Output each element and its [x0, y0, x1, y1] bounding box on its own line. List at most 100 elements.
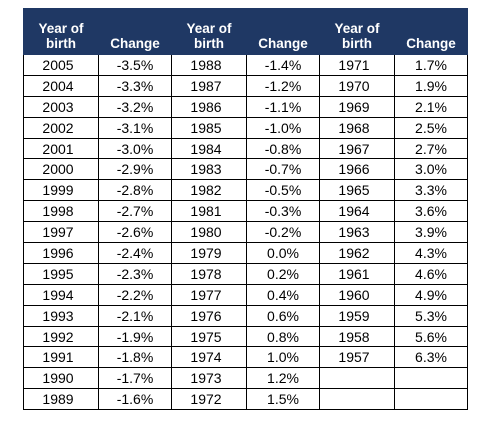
- header-change-1: Change: [98, 8, 172, 55]
- year-cell: 1979: [171, 242, 247, 264]
- table-row: 2001 -3.0% 1984 -0.8% 1967 2.7%: [23, 137, 468, 160]
- table-row: 1990 -1.7% 1973 1.2%: [23, 367, 468, 390]
- year-cell: 2003: [23, 95, 99, 118]
- table-body: 2005 -3.5% 1988 -1.4% 1971 1.7% 2004 -3.3% 1987-…: [23, 54, 468, 411]
- year-cell: 1961: [319, 262, 395, 285]
- change-cell: -1.8%: [98, 346, 172, 369]
- header-change-2: Change: [246, 8, 320, 55]
- year-cell: 1976: [171, 304, 247, 327]
- change-cell: -1.7%: [98, 367, 172, 390]
- change-cell: -1.1%: [246, 95, 320, 118]
- change-cell: -0.2%: [246, 221, 320, 244]
- change-cell: 4.9%: [394, 283, 468, 306]
- change-cell: -2.8%: [98, 179, 172, 202]
- header-row: Year of birth Change Year of birth Chang…: [23, 8, 468, 55]
- change-cell: 0.0%: [246, 242, 320, 264]
- year-cell: 1997: [23, 221, 99, 244]
- year-cell: 1973: [171, 367, 247, 390]
- table-row: 1994 -2.2% 1977 0.4% 1960 4.9%: [23, 283, 468, 306]
- change-cell: 0.2%: [246, 262, 320, 285]
- change-cell: 3.9%: [394, 221, 468, 244]
- year-cell: 1980: [171, 221, 247, 244]
- year-cell: 1966: [319, 158, 395, 181]
- year-cell: 1998: [23, 200, 99, 223]
- year-cell: 1996: [23, 242, 99, 264]
- year-cell: 1992: [23, 325, 99, 348]
- header-year-of-birth-2: Year of birth: [171, 8, 247, 55]
- year-cell: 1983: [171, 158, 247, 181]
- table-row: 1996 -2.4% 1979 0.0% 1962 4.3%: [23, 242, 468, 264]
- change-cell: 3.6%: [394, 200, 468, 223]
- change-cell: 2.1%: [394, 95, 468, 118]
- table-row: 2002 -3.1% 1985 -1.0% 1968 2.5%: [23, 116, 468, 139]
- change-cell: -1.9%: [98, 325, 172, 348]
- table-row: 2003 -3.2% 1986 -1.1% 1969 2.1%: [23, 95, 468, 118]
- change-cell: -0.3%: [246, 200, 320, 223]
- change-cell: 3.3%: [394, 179, 468, 202]
- change-cell: -1.6%: [98, 388, 172, 411]
- year-cell: 1990: [23, 367, 99, 390]
- year-cell: 2004: [23, 74, 99, 97]
- change-cell: -1.0%: [246, 116, 320, 139]
- table-row: 2004 -3.3% 1987 -1.2% 1970 1.9%: [23, 74, 468, 97]
- year-cell: 1986: [171, 95, 247, 118]
- change-cell: 1.5%: [246, 388, 320, 411]
- year-cell: 1985: [171, 116, 247, 139]
- change-cell: -0.5%: [246, 179, 320, 202]
- change-cell: -2.1%: [98, 304, 172, 327]
- change-cell: -3.3%: [98, 74, 172, 97]
- change-cell: 3.0%: [394, 158, 468, 181]
- header-year-of-birth-3: Year of birth: [319, 8, 395, 55]
- table-row: 1992 -1.9% 1975 0.8% 1958 5.6%: [23, 325, 468, 348]
- year-cell: 2005: [23, 54, 99, 76]
- table-row: 1998 -2.7% 1981 -0.3% 1964 3.6%: [23, 200, 468, 223]
- change-cell: [394, 388, 468, 411]
- change-cell: -0.7%: [246, 158, 320, 181]
- change-cell: 1.9%: [394, 74, 468, 97]
- change-cell: 0.4%: [246, 283, 320, 306]
- year-cell: 1977: [171, 283, 247, 306]
- year-cell: 1981: [171, 200, 247, 223]
- change-cell: -2.2%: [98, 283, 172, 306]
- table-row: 2000 -2.9% 1983 -0.7% 1966 3.0%: [23, 158, 468, 181]
- change-cell: -3.5%: [98, 54, 172, 76]
- change-cell: -2.6%: [98, 221, 172, 244]
- year-cell: 1975: [171, 325, 247, 348]
- change-cell: 5.3%: [394, 304, 468, 327]
- change-cell: -3.1%: [98, 116, 172, 139]
- table-row: 1995 -2.3% 1978 0.2% 1961 4.6%: [23, 262, 468, 285]
- change-cell: [394, 367, 468, 390]
- year-cell: 1969: [319, 95, 395, 118]
- change-cell: 2.5%: [394, 116, 468, 139]
- year-cell: 1960: [319, 283, 395, 306]
- year-cell: 1957: [319, 346, 395, 369]
- year-cell: 1993: [23, 304, 99, 327]
- change-cell: -2.4%: [98, 242, 172, 264]
- change-cell: -2.7%: [98, 200, 172, 223]
- year-cell: 1959: [319, 304, 395, 327]
- change-cell: 1.2%: [246, 367, 320, 390]
- change-cell: -3.0%: [98, 137, 172, 160]
- year-cell: 1968: [319, 116, 395, 139]
- change-cell: 4.6%: [394, 262, 468, 285]
- year-cell: 1958: [319, 325, 395, 348]
- year-cell: 1989: [23, 388, 99, 411]
- table-row: 1997 -2.6% 1980 -0.2% 1963 3.9%: [23, 221, 468, 244]
- year-cell: 1994: [23, 283, 99, 306]
- year-cell: 1962: [319, 242, 395, 264]
- year-cell: 1982: [171, 179, 247, 202]
- year-cell: 1984: [171, 137, 247, 160]
- year-cell: 2000: [23, 158, 99, 181]
- table-row: 1989 -1.6% 1972 1.5%: [23, 388, 468, 411]
- year-cell: 1995: [23, 262, 99, 285]
- header-change-3: Change: [394, 8, 468, 55]
- year-cell: 1999: [23, 179, 99, 202]
- year-cell: 2002: [23, 116, 99, 139]
- year-cell: 1970: [319, 74, 395, 97]
- change-cell: 1.0%: [246, 346, 320, 369]
- year-cell: 1965: [319, 179, 395, 202]
- change-cell: -0.8%: [246, 137, 320, 160]
- table-header: Year of birth Change Year of birth Chang…: [23, 8, 468, 55]
- year-cell: 1972: [171, 388, 247, 411]
- change-cell: -2.9%: [98, 158, 172, 181]
